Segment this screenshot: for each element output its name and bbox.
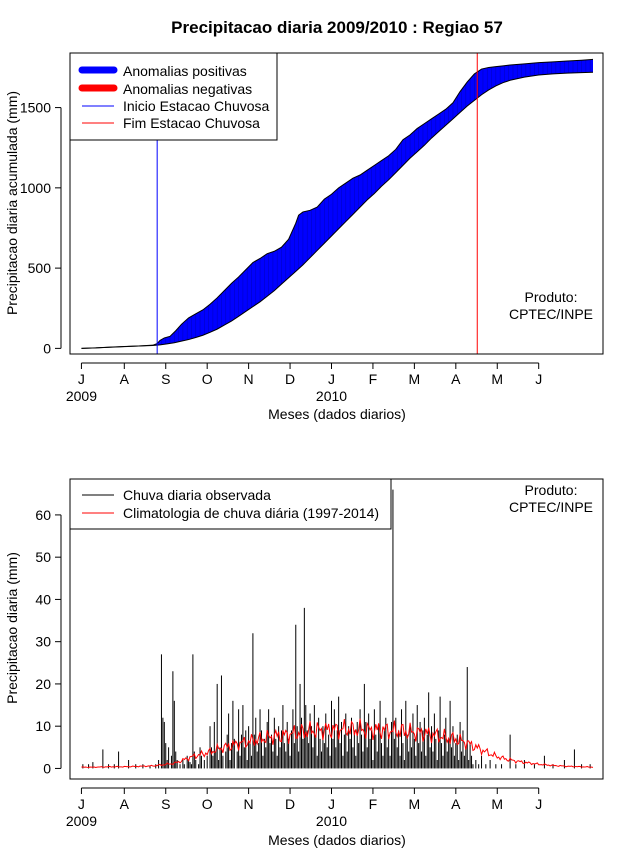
daily-x-tick-label: M bbox=[409, 796, 421, 812]
cumulative-y-tick-label: 500 bbox=[28, 260, 52, 276]
climatology-cumulative-line bbox=[81, 71, 594, 349]
daily-x-tick-label: J bbox=[78, 796, 85, 812]
anomaly-fill-area bbox=[81, 59, 593, 349]
cumulative-x-tick-label: A bbox=[120, 371, 130, 387]
daily-legend-box bbox=[69, 478, 392, 530]
daily-y-tick-label: 50 bbox=[35, 549, 51, 565]
daily-x-tick-label: D bbox=[285, 796, 295, 812]
cumulative-x-tick-label: J bbox=[328, 371, 335, 387]
cumulative-x-tick-label: A bbox=[451, 371, 461, 387]
cumulative-credit-line-2: CPTEC/INPE bbox=[509, 306, 593, 322]
daily-x-tick-label: A bbox=[120, 796, 130, 812]
cumulative-x-tick-label: J bbox=[535, 371, 542, 387]
daily-y-tick-label: 20 bbox=[35, 676, 51, 692]
daily-year-label: 2009 bbox=[66, 813, 97, 829]
cumulative-x-tick-label: M bbox=[409, 371, 421, 387]
chart-title: Precipitacao diaria 2009/2010 : Regiao 5… bbox=[171, 18, 503, 37]
daily-x-tick-label: S bbox=[161, 796, 170, 812]
cumulative-x-tick-label: J bbox=[78, 371, 85, 387]
cumulative-y-tick-label: 0 bbox=[43, 340, 51, 356]
legend-label-positive: Anomalias positivas bbox=[123, 63, 247, 79]
daily-y-axis-label: Precipitacao diaria (mm) bbox=[4, 552, 20, 704]
daily-observed-bars bbox=[82, 489, 591, 769]
cumulative-x-tick-label: M bbox=[491, 371, 503, 387]
daily-y-axis: 0 10 20 30 40 50 60 bbox=[35, 507, 62, 776]
cumulative-y-tick-label: 1000 bbox=[20, 180, 51, 196]
cumulative-x-tick-label: N bbox=[244, 371, 254, 387]
daily-x-tick-label: J bbox=[328, 796, 335, 812]
daily-credit-line-1: Produto: bbox=[525, 482, 578, 498]
daily-x-axis-label: Meses (dados diarios) bbox=[268, 832, 406, 848]
daily-legend: Chuva diaria observada Climatologia de c… bbox=[69, 478, 392, 530]
cumulative-x-axis-label: Meses (dados diarios) bbox=[268, 406, 406, 422]
climatology-daily-line bbox=[81, 718, 594, 769]
cumulative-x-tick-label: D bbox=[285, 371, 295, 387]
legend-label-season-end: Fim Estacao Chuvosa bbox=[123, 115, 260, 131]
daily-x-tick-label: J bbox=[535, 796, 542, 812]
cumulative-y-axis-label: Precipitacao diaria acumulada (mm) bbox=[4, 91, 20, 315]
legend-label-season-start: Inicio Estacao Chuvosa bbox=[123, 98, 270, 114]
legend-label-observed: Chuva diaria observada bbox=[123, 487, 271, 503]
cumulative-plot-frame bbox=[69, 52, 604, 355]
cumulative-x-tick-label: F bbox=[369, 371, 378, 387]
daily-x-tick-label: N bbox=[244, 796, 254, 812]
daily-climatology-line bbox=[81, 718, 594, 769]
daily-y-tick-label: 40 bbox=[35, 591, 51, 607]
daily-x-tick-label: O bbox=[202, 796, 213, 812]
daily-y-tick-label: 10 bbox=[35, 718, 51, 734]
cumulative-y-axis: 0 500 1000 1500 bbox=[20, 100, 62, 356]
legend-label-climatology: Climatologia de chuva diária (1997-2014) bbox=[123, 505, 379, 521]
cumulative-x-tick-label: S bbox=[161, 371, 170, 387]
cumulative-x-tick-label: O bbox=[202, 371, 213, 387]
daily-y-tick-label: 0 bbox=[43, 760, 51, 776]
daily-y-tick-label: 30 bbox=[35, 634, 51, 650]
cumulative-year-label: 2010 bbox=[316, 388, 347, 404]
daily-x-tick-label: M bbox=[491, 796, 503, 812]
cumulative-legend: Anomalias positivas Anomalias negativas … bbox=[69, 52, 278, 141]
daily-x-tick-label: A bbox=[451, 796, 461, 812]
cumulative-y-tick-label: 1500 bbox=[20, 100, 51, 116]
daily-x-tick-label: F bbox=[369, 796, 378, 812]
cumulative-credit-line-1: Produto: bbox=[525, 289, 578, 305]
daily-year-label: 2010 bbox=[316, 813, 347, 829]
daily-y-tick-label: 60 bbox=[35, 507, 51, 523]
cumulative-year-label: 2009 bbox=[66, 388, 97, 404]
legend-label-negative: Anomalias negativas bbox=[123, 81, 252, 97]
daily-credit-line-2: CPTEC/INPE bbox=[509, 499, 593, 515]
